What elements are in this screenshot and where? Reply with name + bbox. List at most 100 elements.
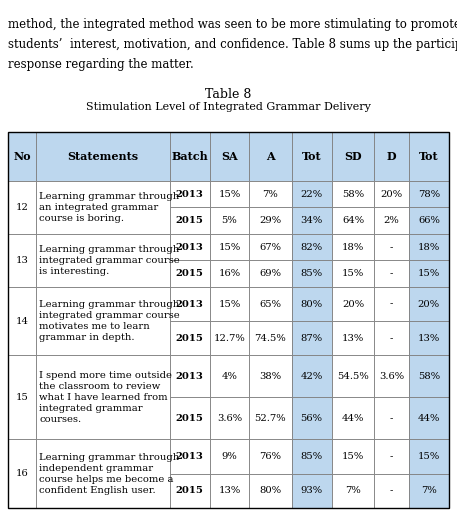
Text: students’  interest, motivation, and confidence. Table 8 sums up the participant: students’ interest, motivation, and conf… bbox=[8, 38, 457, 51]
Bar bbox=[409, 398, 449, 439]
Bar bbox=[210, 181, 249, 207]
Text: 66%: 66% bbox=[418, 216, 440, 225]
Bar bbox=[170, 474, 210, 508]
Text: 13%: 13% bbox=[218, 486, 240, 495]
Text: Learning grammar through
independent grammar
course helps me become a
confident : Learning grammar through independent gra… bbox=[39, 453, 180, 495]
Text: 52.7%: 52.7% bbox=[255, 414, 286, 423]
Text: Learning grammar through
integrated grammar course
is interesting.: Learning grammar through integrated gram… bbox=[39, 245, 180, 276]
Text: 2013: 2013 bbox=[176, 243, 204, 252]
Bar bbox=[332, 181, 374, 207]
Bar bbox=[249, 356, 292, 398]
Bar bbox=[374, 439, 409, 474]
Text: 78%: 78% bbox=[418, 190, 440, 199]
Text: -: - bbox=[390, 414, 393, 423]
Bar bbox=[210, 287, 249, 321]
Text: -: - bbox=[390, 334, 393, 343]
Bar bbox=[8, 132, 449, 508]
Text: 5%: 5% bbox=[222, 216, 237, 225]
Bar bbox=[332, 261, 374, 287]
Bar bbox=[332, 207, 374, 234]
Bar bbox=[37, 181, 170, 234]
Bar bbox=[374, 287, 409, 321]
Bar bbox=[292, 132, 332, 181]
Bar bbox=[374, 181, 409, 207]
Bar bbox=[249, 234, 292, 261]
Bar bbox=[170, 261, 210, 287]
Bar bbox=[374, 356, 409, 398]
Text: -: - bbox=[390, 243, 393, 252]
Bar bbox=[170, 439, 210, 474]
Text: -: - bbox=[390, 486, 393, 495]
Bar bbox=[292, 181, 332, 207]
Bar bbox=[374, 474, 409, 508]
Text: 15%: 15% bbox=[218, 243, 240, 252]
Text: 54.5%: 54.5% bbox=[337, 372, 369, 381]
Text: 15%: 15% bbox=[418, 269, 440, 278]
Bar bbox=[292, 439, 332, 474]
Text: Learning grammar through
integrated grammar course
motivates me to learn
grammar: Learning grammar through integrated gram… bbox=[39, 300, 180, 342]
Text: -: - bbox=[390, 452, 393, 461]
Bar bbox=[332, 287, 374, 321]
Text: 14: 14 bbox=[16, 317, 29, 326]
Bar bbox=[292, 321, 332, 356]
Bar bbox=[170, 356, 210, 398]
Text: method, the integrated method was seen to be more stimulating to promote the: method, the integrated method was seen t… bbox=[8, 18, 457, 31]
Bar bbox=[210, 474, 249, 508]
Text: 2013: 2013 bbox=[176, 299, 204, 309]
Text: 67%: 67% bbox=[259, 243, 281, 252]
Text: 9%: 9% bbox=[222, 452, 237, 461]
Bar bbox=[409, 261, 449, 287]
Bar bbox=[210, 234, 249, 261]
Text: 15%: 15% bbox=[342, 269, 364, 278]
Text: 4%: 4% bbox=[222, 372, 237, 381]
Text: 3.6%: 3.6% bbox=[217, 414, 242, 423]
Text: 20%: 20% bbox=[381, 190, 403, 199]
Bar bbox=[292, 398, 332, 439]
Bar bbox=[37, 132, 170, 181]
Bar bbox=[292, 287, 332, 321]
Bar bbox=[409, 356, 449, 398]
Text: Statements: Statements bbox=[68, 151, 138, 162]
Text: SD: SD bbox=[344, 151, 362, 162]
Bar bbox=[210, 132, 249, 181]
Bar bbox=[170, 321, 210, 356]
Text: 85%: 85% bbox=[301, 269, 323, 278]
Bar bbox=[409, 474, 449, 508]
Text: 20%: 20% bbox=[418, 299, 440, 309]
Text: 76%: 76% bbox=[259, 452, 281, 461]
Text: 3.6%: 3.6% bbox=[379, 372, 404, 381]
Bar bbox=[8, 181, 37, 234]
Text: 87%: 87% bbox=[301, 334, 323, 343]
Text: 16: 16 bbox=[16, 469, 29, 478]
Bar bbox=[332, 474, 374, 508]
Bar bbox=[374, 398, 409, 439]
Bar bbox=[210, 439, 249, 474]
Bar bbox=[374, 321, 409, 356]
Text: A: A bbox=[266, 151, 275, 162]
Bar bbox=[249, 207, 292, 234]
Bar bbox=[249, 132, 292, 181]
Text: 29%: 29% bbox=[259, 216, 282, 225]
Bar bbox=[37, 287, 170, 356]
Bar bbox=[374, 207, 409, 234]
Text: 15%: 15% bbox=[218, 299, 240, 309]
Bar bbox=[210, 261, 249, 287]
Bar bbox=[37, 439, 170, 508]
Bar bbox=[409, 234, 449, 261]
Text: 34%: 34% bbox=[301, 216, 323, 225]
Bar bbox=[409, 207, 449, 234]
Text: 69%: 69% bbox=[259, 269, 281, 278]
Text: 2015: 2015 bbox=[176, 216, 204, 225]
Text: 74.5%: 74.5% bbox=[255, 334, 286, 343]
Bar bbox=[8, 132, 37, 181]
Text: 2013: 2013 bbox=[176, 452, 204, 461]
Text: 12: 12 bbox=[16, 203, 29, 212]
Text: 13%: 13% bbox=[342, 334, 364, 343]
Bar bbox=[210, 398, 249, 439]
Text: 56%: 56% bbox=[301, 414, 323, 423]
Bar bbox=[332, 234, 374, 261]
Text: 18%: 18% bbox=[418, 243, 440, 252]
Text: 18%: 18% bbox=[342, 243, 364, 252]
Bar bbox=[409, 287, 449, 321]
Text: 15%: 15% bbox=[418, 452, 440, 461]
